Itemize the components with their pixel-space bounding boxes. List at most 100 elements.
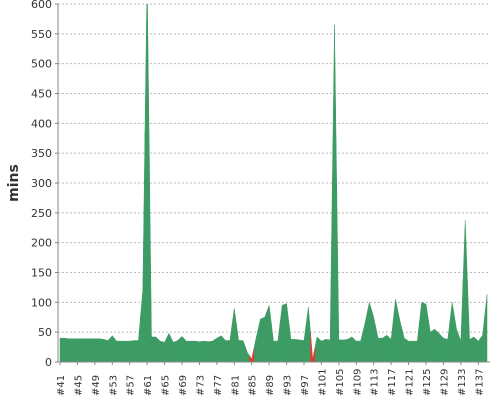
y-axis-label: mins [6,164,22,202]
x-tick-label: #109 [352,369,363,396]
area-segment [266,305,272,362]
y-tick-label: 500 [31,58,52,71]
x-tick-label: #73 [195,375,206,396]
area-segment [179,335,185,362]
area-segment [105,337,111,362]
x-tick-label: #57 [126,375,137,396]
area-segment [136,315,141,362]
y-tick-label: 600 [31,0,52,11]
area-segment [340,339,346,362]
area-segment [284,303,289,362]
area-segment [236,324,242,362]
area-segment [471,336,477,362]
x-tick-label: #133 [457,369,468,396]
area-segment [345,337,350,362]
area-segment [131,340,137,362]
x-tick-label: #101 [317,369,328,396]
x-tick-label: #113 [370,369,381,396]
y-tick-label: 350 [31,147,52,160]
area-segment [92,338,98,362]
area-segment [140,132,146,362]
x-tick-label: #65 [161,375,172,396]
area-segment [467,279,472,362]
y-tick-label: 0 [45,356,52,369]
plot-area [59,4,488,362]
area-segment [397,309,403,362]
area-segment [393,299,398,362]
area-segment [401,329,407,362]
area-segment [205,341,211,362]
area-segment [288,321,294,362]
area-segment [436,330,442,362]
area-segment [153,336,159,362]
area-segment [336,182,342,362]
area-segment [275,323,281,362]
area-segment [332,24,337,362]
area-segment [227,324,233,362]
area-segment [414,321,420,362]
area-segment [244,346,250,362]
area-segment [371,309,377,362]
y-tick-label: 250 [31,207,52,220]
area-segment [223,337,228,362]
area-segment [170,337,176,362]
area-segment [201,340,207,362]
area-segment [88,338,93,362]
x-tick-label: #49 [91,375,102,396]
x-tick-label: #117 [387,369,398,396]
area-segment [231,308,237,362]
area-segment [175,337,181,362]
area-segment [432,328,438,362]
area-segment [458,280,464,362]
area-segment [358,332,364,362]
area-segment [214,336,220,362]
area-segment [475,337,481,362]
x-tick-label: #85 [248,375,259,396]
grid [58,3,490,363]
area-segment [197,341,202,362]
x-tick-label: #77 [213,375,224,396]
area-segment [218,335,224,362]
area-segment [480,314,486,362]
area-segment [375,327,381,362]
area-segment [258,317,263,362]
area-segment [445,320,451,362]
area-segment [319,338,324,362]
area-segment [454,315,459,362]
area-segment [79,338,85,362]
area-segment [109,335,115,362]
area-segment [122,340,128,362]
area-segment [127,340,133,362]
area-segment [75,338,80,362]
area-segment [61,337,67,362]
area-segment [192,340,198,362]
x-tick-label: #121 [405,369,416,396]
area-segment [449,302,455,362]
y-tick-label: 300 [31,177,52,190]
x-tick-label: #129 [439,369,450,396]
area-segment [462,219,468,362]
y-tick-label: 50 [38,326,52,339]
area-segment [66,338,72,362]
x-tick-label: #81 [230,375,241,396]
area-segment [419,301,425,362]
x-tick-label: #41 [56,375,67,396]
area-segment [262,311,268,362]
area-segment [423,302,429,362]
x-tick-label: #125 [422,369,433,396]
area-segment [162,337,167,362]
area-segment [114,337,120,362]
y-tick-label: 150 [31,267,52,280]
area-segment [353,338,359,362]
area-segment [310,333,316,362]
area-segment [410,340,416,362]
area-segment [323,339,329,362]
area-segment [210,339,215,362]
x-tick-label: #137 [474,369,485,396]
area-segment [59,337,63,362]
area-segment [292,339,298,362]
area-segment [441,335,446,362]
area-segment [83,338,89,362]
area-segment [70,338,76,362]
